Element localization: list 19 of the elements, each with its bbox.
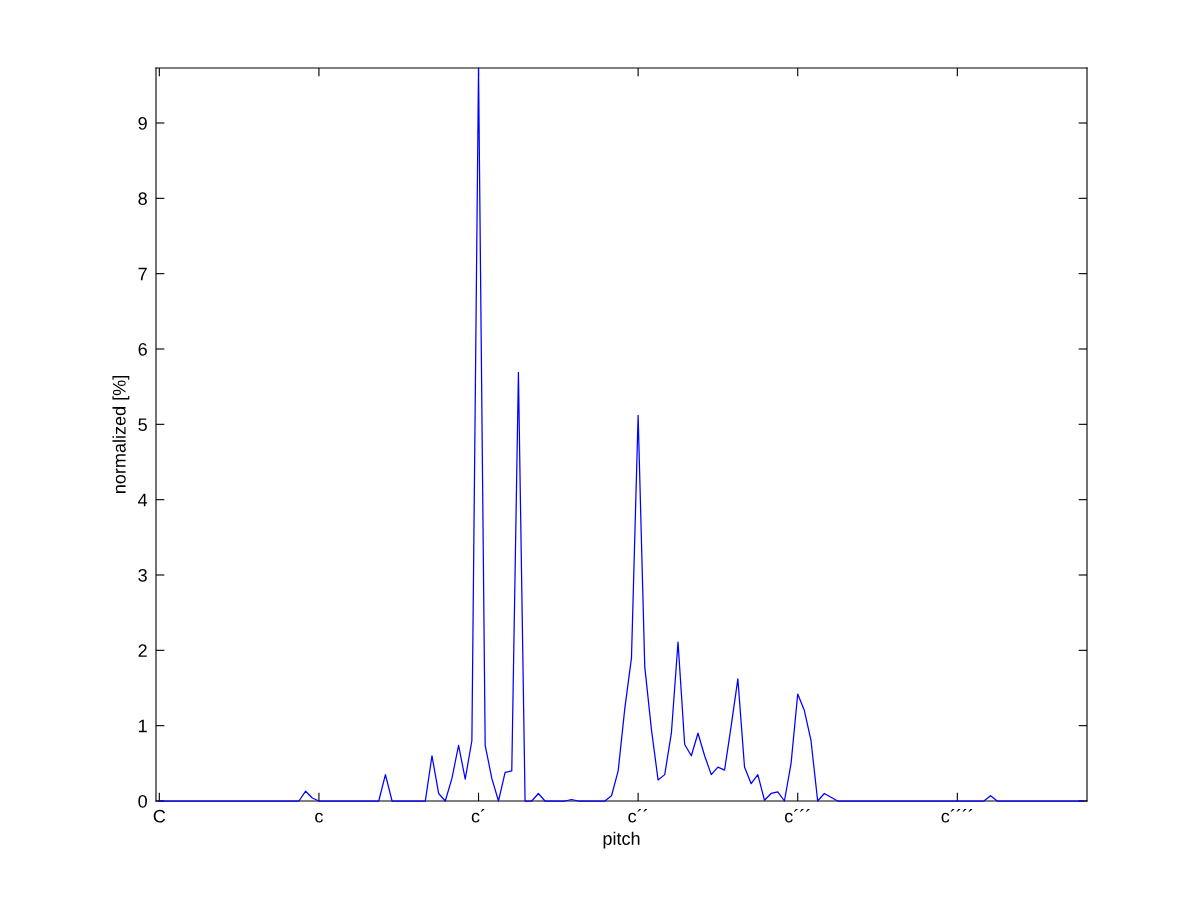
x-tick-label: c´´´: [784, 809, 810, 823]
y-tick-label: 3: [138, 568, 147, 582]
y-tick-label: 4: [138, 493, 148, 507]
y-axis-title: normalized [%]: [112, 376, 130, 494]
y-tick-label: 0: [138, 794, 147, 808]
x-axis-title: pitch: [603, 831, 640, 849]
x-tick-label: c´´: [628, 809, 648, 823]
x-tick-label: c´´´´: [941, 809, 973, 823]
y-tick-label: 5: [138, 418, 147, 432]
x-tick-label: c: [315, 812, 323, 823]
x-tick-label: c´: [471, 809, 485, 823]
y-tick-label: 8: [138, 192, 147, 206]
y-tick-label: 2: [138, 644, 147, 657]
line-series: [158, 67, 1085, 802]
y-tick-label: 6: [138, 342, 147, 356]
y-tick-label: 9: [138, 116, 147, 130]
y-tick-label: 1: [139, 719, 147, 733]
x-tick-label: C: [153, 809, 166, 823]
y-tick-label: 7: [138, 267, 147, 281]
